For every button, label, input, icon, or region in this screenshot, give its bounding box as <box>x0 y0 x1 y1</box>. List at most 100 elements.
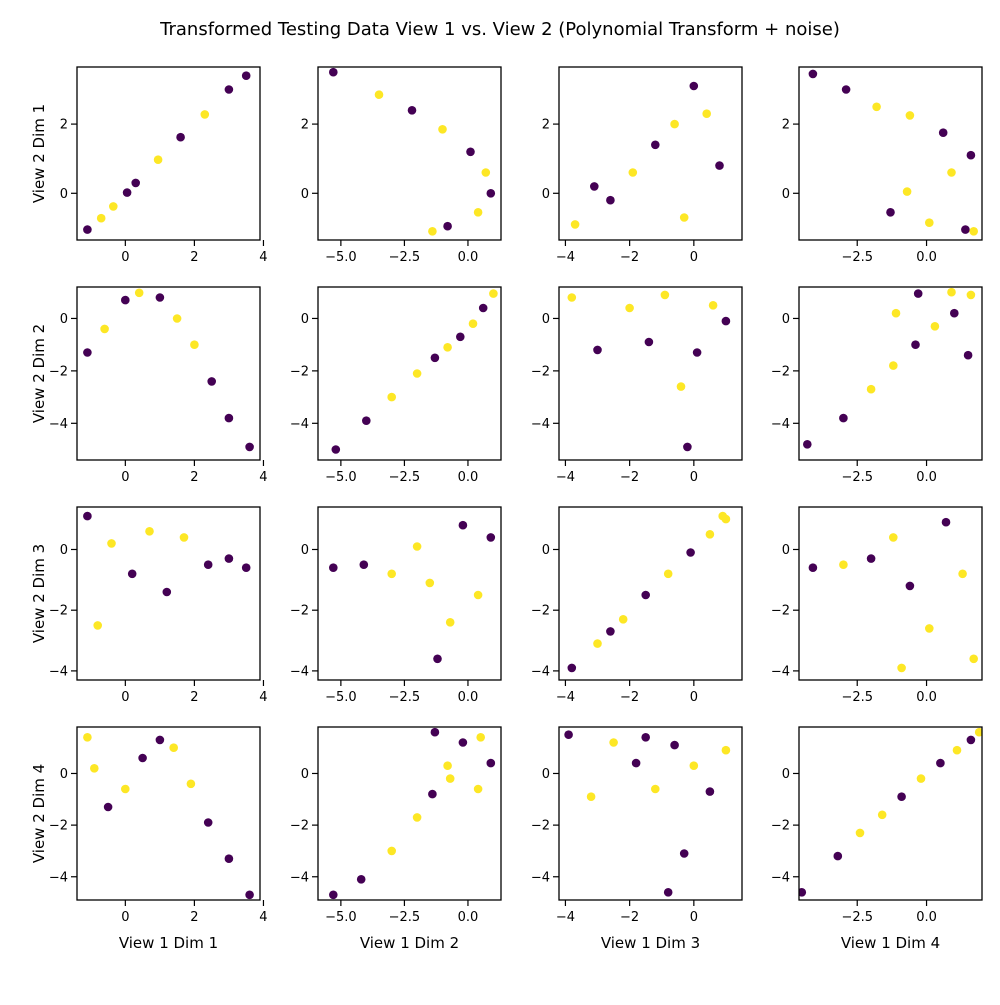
y-tick-label: −2 <box>771 364 790 379</box>
scatter-point <box>631 758 641 768</box>
panel-r2-c4: −2.5 0.0 −4 −2 0 <box>771 286 983 485</box>
scatter-point <box>430 353 440 363</box>
scatter-point <box>486 758 496 768</box>
scatter-point <box>689 761 699 770</box>
points <box>331 289 498 454</box>
axes-frame <box>317 726 502 901</box>
y-tick-label: 0 <box>301 767 309 782</box>
x-tick-label: 0 <box>121 910 129 925</box>
scatter-point <box>486 533 496 542</box>
scatter-point <box>651 784 660 794</box>
y-tick-label: −4 <box>290 664 309 679</box>
scatter-point <box>203 560 213 569</box>
scatter-point <box>618 615 628 624</box>
scatter-point <box>458 738 468 747</box>
scatter-point <box>428 789 437 799</box>
panel-r2-c1: 0 2 4 −4 −2 0 View 2 Dim 2 <box>30 286 268 485</box>
x-tick-label: −5.0 <box>325 910 357 925</box>
scatter-point <box>963 350 973 360</box>
y-tick-label: 0 <box>782 543 790 558</box>
x-tick-label: −5.0 <box>325 250 357 265</box>
scatter-point <box>938 128 948 137</box>
scatter-point <box>127 569 137 579</box>
axes-frame <box>558 286 743 461</box>
scatter-point <box>96 213 106 223</box>
scatter-point <box>473 208 483 217</box>
x-tick-label: −2.5 <box>841 690 873 705</box>
scatter-point <box>486 189 496 198</box>
y-tick-label: −2 <box>49 819 68 834</box>
x-tick-label: 0.0 <box>916 690 937 705</box>
scatter-point <box>83 348 92 357</box>
x-tick-label: −2 <box>620 470 639 485</box>
scatter-point <box>430 727 440 737</box>
scatter-point <box>458 520 468 530</box>
scatter-point <box>628 168 638 177</box>
scatter-point <box>428 227 437 236</box>
y-tick-label: 0 <box>60 312 68 327</box>
scatter-point <box>855 828 865 838</box>
scatter-point <box>705 530 715 539</box>
x-tick-label: −4 <box>556 690 575 705</box>
scatter-point <box>702 109 711 118</box>
scatter-point <box>145 527 154 536</box>
scatter-point <box>93 621 102 630</box>
scatter-point <box>958 569 967 579</box>
scatter-point <box>134 288 144 298</box>
points <box>83 733 254 900</box>
axes-frame <box>76 66 261 241</box>
panel-r4-c4: −2.5 0.0 −4 −2 0 View 1 Dim 4 <box>771 726 983 952</box>
scatter-point <box>224 854 234 863</box>
scatter-point <box>473 784 483 794</box>
y-axis-label: View 2 Dim 2 <box>30 324 48 423</box>
scatter-point <box>715 161 724 170</box>
x-tick-label: −4 <box>556 910 575 925</box>
x-tick-label: 0 <box>690 910 698 925</box>
scatter-point <box>679 213 689 222</box>
scatter-point <box>708 301 718 310</box>
scatter-point <box>245 890 254 900</box>
points <box>83 288 254 452</box>
y-tick-label: 0 <box>60 187 68 202</box>
scatter-point <box>387 569 397 579</box>
scatter-point <box>169 743 178 752</box>
x-tick-label: 4 <box>259 250 267 265</box>
scatter-point <box>478 303 488 313</box>
y-tick-label: 0 <box>782 312 790 327</box>
scatter-point <box>107 539 116 548</box>
scatter-point <box>356 875 366 884</box>
x-axis-label: View 1 Dim 3 <box>601 934 700 952</box>
scatter-point <box>138 753 147 763</box>
x-tick-label: 4 <box>259 910 267 925</box>
scatter-point <box>663 888 673 897</box>
x-tick-label: 0 <box>690 470 698 485</box>
scatter-point <box>103 802 113 812</box>
y-tick-label: 0 <box>542 767 550 782</box>
scatter-point <box>877 810 887 820</box>
scatter-point <box>721 745 731 755</box>
scatter-point <box>121 295 130 305</box>
y-tick-label: −2 <box>771 604 790 619</box>
scatter-point <box>489 289 498 298</box>
scatter-point <box>660 290 670 300</box>
x-tick-label: −4 <box>556 470 575 485</box>
scatter-point <box>841 85 851 94</box>
scatter-point <box>224 85 234 94</box>
y-tick-label: −4 <box>771 870 790 885</box>
scatter-point <box>593 639 602 648</box>
y-tick-label: −4 <box>531 417 550 432</box>
scatter-point <box>609 738 618 747</box>
scatter-point <box>567 293 577 302</box>
scatter-point <box>374 90 384 99</box>
y-tick-label: 0 <box>301 187 309 202</box>
scatter-point <box>808 563 818 572</box>
scatter-point <box>799 888 807 897</box>
y-tick-label: −4 <box>49 870 68 885</box>
y-tick-label: 2 <box>60 118 68 133</box>
scatter-point <box>670 119 679 129</box>
y-tick-label: −4 <box>49 417 68 432</box>
scatter-point <box>651 140 660 150</box>
axes-frame <box>798 66 983 241</box>
scatter-point <box>122 188 132 197</box>
scatter-point <box>947 287 956 297</box>
